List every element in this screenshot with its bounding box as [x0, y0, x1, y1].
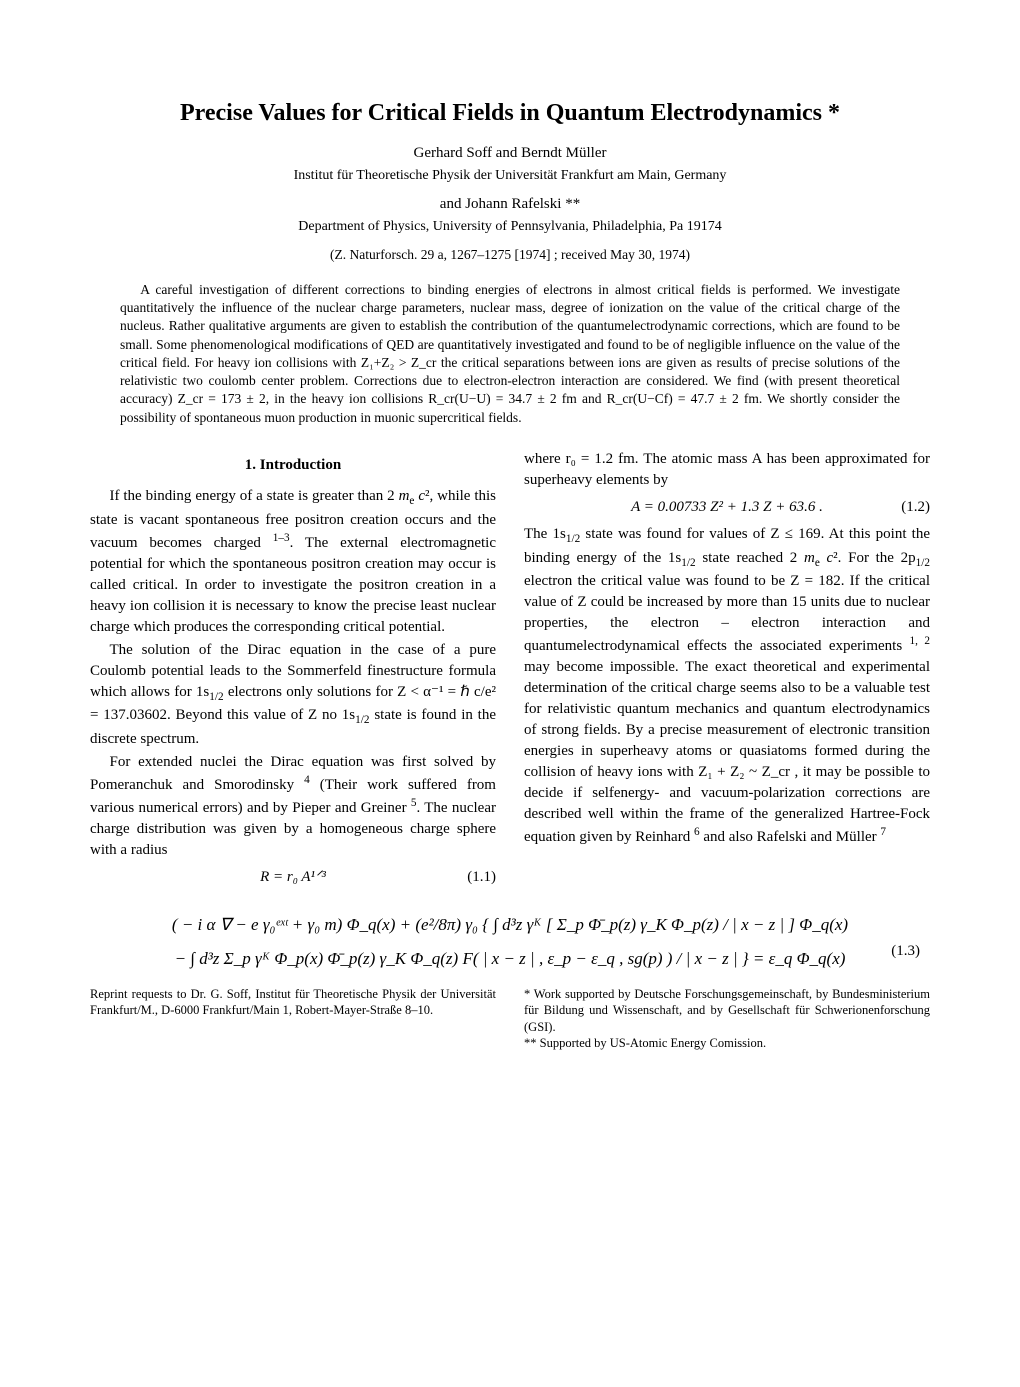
eq-number: (1.1): [467, 867, 496, 888]
text: − ∫ d³z Σ_p γᴷ Φ_p(x) Φ̄_p(z) γ_K Φ_q(z)…: [175, 949, 846, 968]
text: If the binding energy of a state is grea…: [110, 488, 399, 504]
right-para-2: The 1s1/2 state was found for values of …: [524, 524, 930, 849]
intro-para-3: For extended nuclei the Dirac equation w…: [90, 752, 496, 861]
text: electron the critical value was found to…: [524, 573, 930, 654]
paper-title: Precise Values for Critical Fields in Qu…: [90, 100, 930, 127]
equation-1-3: ( − i α ∇ − e γ₀ᵉˣᵗ + γ₀ m) Φ_q(x) + (e²…: [90, 908, 930, 976]
journal-ref: (Z. Naturforsch. 29 a, 1267–1275 [1974] …: [90, 247, 930, 263]
text: The 1s: [524, 526, 566, 542]
intro-para-1: If the binding energy of a state is grea…: [90, 486, 496, 638]
equation-1-2: A = 0.00733 Z² + 1.3 Z + 63.6 . (1.2): [524, 497, 930, 518]
footnote-1: * Work supported by Deutsche Forschungsg…: [524, 986, 930, 1035]
affiliation-1: Institut für Theoretische Physik der Uni…: [90, 168, 930, 184]
affiliation-2: Department of Physics, University of Pen…: [90, 219, 930, 235]
authors-line-2: and Johann Rafelski **: [90, 196, 930, 213]
two-column-body: 1. Introduction If the binding energy of…: [90, 449, 930, 894]
footer: Reprint requests to Dr. G. Soff, Institu…: [90, 986, 930, 1051]
eq-number: (1.2): [901, 497, 930, 518]
right-column: where r₀ = 1.2 fm. The atomic mass A has…: [524, 449, 930, 894]
eq-body: R = r₀ A¹ᐟ³: [260, 869, 326, 885]
section-1-heading: 1. Introduction: [90, 455, 496, 476]
footer-left: Reprint requests to Dr. G. Soff, Institu…: [90, 986, 496, 1051]
text: . For the 2p: [838, 550, 916, 566]
text: may become impossible. The exact theoret…: [524, 659, 930, 845]
eq-body: A = 0.00733 Z² + 1.3 Z + 63.6 .: [631, 499, 823, 515]
equation-1-1: R = r₀ A¹ᐟ³ (1.1): [90, 867, 496, 888]
right-para-1: where r₀ = 1.2 fm. The atomic mass A has…: [524, 449, 930, 491]
authors-line-1: Gerhard Soff and Berndt Müller: [90, 145, 930, 162]
page: Precise Values for Critical Fields in Qu…: [0, 0, 1020, 1387]
text: and also Rafelski and Müller: [700, 829, 881, 845]
eq-line-1: ( − i α ∇ − e γ₀ᵉˣᵗ + γ₀ m) Φ_q(x) + (e²…: [90, 908, 930, 942]
abstract: A careful investigation of different cor…: [120, 281, 900, 427]
text: state reached 2: [696, 550, 804, 566]
left-column: 1. Introduction If the binding energy of…: [90, 449, 496, 894]
footnote-2: ** Supported by US-Atomic Energy Comissi…: [524, 1035, 930, 1051]
intro-para-2: The solution of the Dirac equation in th…: [90, 640, 496, 751]
eq-line-2: − ∫ d³z Σ_p γᴷ Φ_p(x) Φ̄_p(z) γ_K Φ_q(z)…: [90, 942, 930, 976]
eq-number: (1.3): [891, 936, 920, 966]
footer-right: * Work supported by Deutsche Forschungsg…: [524, 986, 930, 1051]
